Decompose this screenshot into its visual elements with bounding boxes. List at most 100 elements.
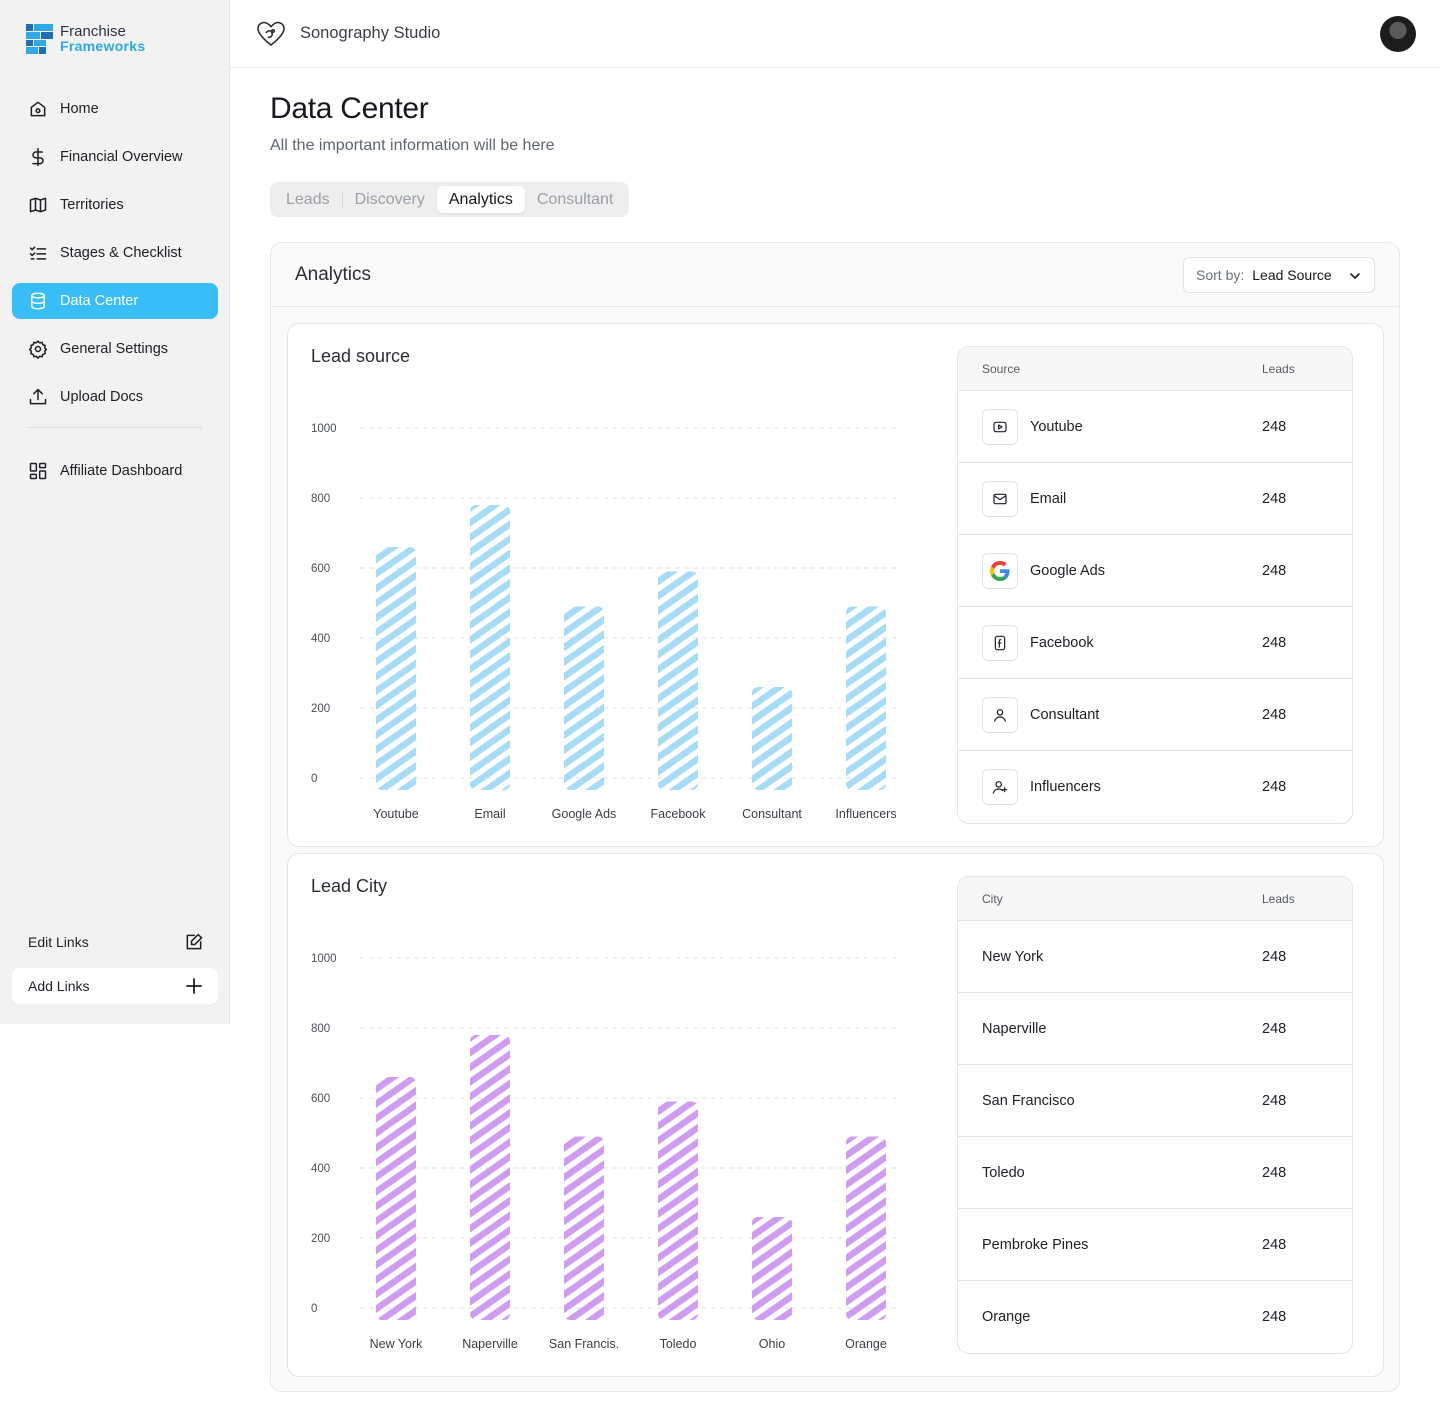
dashboard-grid-icon <box>29 462 47 480</box>
source-name: Email <box>1030 490 1067 507</box>
map-icon <box>29 197 47 213</box>
sidebar-item-general-settings[interactable]: General Settings <box>12 331 218 367</box>
sidebar-item-territories[interactable]: Territories <box>12 187 218 223</box>
lead-source-chart: 0 200 400 600 800 1000 Youtube Email Google Ads F… <box>311 423 897 821</box>
user-icon <box>982 697 1018 733</box>
heart-logo-icon <box>257 21 285 46</box>
y-tick-label: 1000 <box>311 423 337 435</box>
table-row[interactable]: Facebook 248 <box>958 607 1352 679</box>
table-row[interactable]: Influencers 248 <box>958 751 1352 823</box>
sort-by-dropdown[interactable]: Sort by: Lead Source <box>1183 257 1375 293</box>
city-name: Toledo <box>982 1164 1025 1181</box>
sidebar-item-upload-docs[interactable]: Upload Docs <box>12 379 218 415</box>
y-tick-label: 600 <box>311 1093 330 1105</box>
lead-city-chart: 0 200 400 600 800 1000 New York Naperville San F… <box>311 953 896 1351</box>
tab-leads[interactable]: Leads <box>286 191 330 208</box>
page-title: Data Center <box>270 92 429 125</box>
source-name: Influencers <box>1030 779 1101 795</box>
tab-discovery[interactable]: Discovery <box>354 191 425 208</box>
bar <box>658 571 698 790</box>
user-plus-icon <box>982 769 1018 805</box>
lead-source-table: Source Leads Youtube 248 Email 248 <box>957 346 1353 824</box>
y-tick-label: 0 <box>311 773 317 785</box>
brand-line2: Frameworks <box>60 38 146 54</box>
sidebar: Franchise Frameworks Home Financial Over… <box>0 0 230 1024</box>
edit-links-button[interactable]: Edit Links <box>12 924 218 960</box>
chevron-down-icon <box>1350 273 1360 279</box>
bar <box>376 1077 416 1320</box>
table-row[interactable]: Youtube 248 <box>958 391 1352 463</box>
source-leads: 248 <box>1262 490 1287 507</box>
table-row[interactable]: Email 248 <box>958 463 1352 535</box>
database-icon <box>31 292 45 310</box>
x-tick-label: Youtube <box>373 807 418 821</box>
analytics-panel: Analytics Sort by: Lead Source Lead sour… <box>270 242 1400 1392</box>
sidebar-nav: Home Financial Overview Territories Stag… <box>12 91 218 501</box>
x-tick-label: Orange <box>845 1337 887 1351</box>
tab-analytics[interactable]: Analytics <box>436 186 525 213</box>
x-tick-label: Naperville <box>462 1337 518 1351</box>
add-links-label: Add Links <box>28 978 90 994</box>
table-row[interactable]: Toledo 248 <box>958 1137 1352 1209</box>
city-leads: 248 <box>1262 1309 1287 1325</box>
lead-source-title: Lead source <box>311 346 411 366</box>
sidebar-item-stages-checklist[interactable]: Stages & Checklist <box>12 235 218 271</box>
bar <box>846 1136 886 1320</box>
city-name: San Francisco <box>982 1092 1075 1109</box>
sidebar-item-data-center[interactable]: Data Center <box>12 283 218 319</box>
column-header-leads: Leads <box>1262 361 1295 376</box>
sidebar-item-label: Financial Overview <box>60 149 183 165</box>
city-leads: 248 <box>1262 1020 1287 1037</box>
checklist-icon <box>29 246 47 260</box>
lead-source-card: Lead source 0 200 400 600 800 1000 Youtube Emai… <box>287 323 1384 847</box>
bar <box>658 1101 698 1320</box>
city-name: Orange <box>982 1309 1031 1325</box>
edit-links-label: Edit Links <box>28 934 89 950</box>
brand-logo[interactable]: Franchise Frameworks <box>26 24 145 54</box>
city-name: New York <box>982 948 1044 965</box>
lead-city-title: Lead City <box>311 876 388 896</box>
sidebar-item-home[interactable]: Home <box>12 91 218 127</box>
plus-icon <box>186 978 202 994</box>
bar <box>752 1217 792 1320</box>
y-tick-label: 400 <box>311 1163 330 1175</box>
source-leads: 248 <box>1262 418 1287 435</box>
sidebar-item-label: Home <box>60 101 99 117</box>
source-name: Facebook <box>1030 634 1094 651</box>
source-leads: 248 <box>1262 779 1287 795</box>
column-header-leads: Leads <box>1262 891 1295 906</box>
tab-consultant[interactable]: Consultant <box>536 191 614 208</box>
table-row[interactable]: Google Ads 248 <box>958 535 1352 607</box>
table-row[interactable]: Pembroke Pines 248 <box>958 1209 1352 1281</box>
table-row[interactable]: Consultant 248 <box>958 679 1352 751</box>
city-leads: 248 <box>1262 948 1287 965</box>
sidebar-item-label: Upload Docs <box>60 389 144 405</box>
analytics-panel-title: Analytics <box>295 263 372 285</box>
source-leads: 248 <box>1262 562 1287 579</box>
analytics-panel-header: Analytics Sort by: Lead Source <box>271 243 1399 307</box>
avatar[interactable] <box>1380 16 1416 52</box>
x-tick-label: Google Ads <box>552 807 617 821</box>
table-row[interactable]: San Francisco 248 <box>958 1065 1352 1137</box>
sidebar-item-financial-overview[interactable]: Financial Overview <box>12 139 218 175</box>
source-name: Youtube <box>1030 418 1083 435</box>
y-tick-label: 800 <box>311 1023 330 1035</box>
y-tick-label: 0 <box>311 1303 317 1315</box>
x-tick-label: Influencers <box>835 807 896 821</box>
home-icon <box>30 101 46 117</box>
table-row[interactable]: Orange 248 <box>958 1281 1352 1353</box>
table-header: City Leads <box>958 877 1352 921</box>
sidebar-item-affiliate-dashboard[interactable]: Affiliate Dashboard <box>12 453 218 489</box>
table-row[interactable]: New York 248 <box>958 921 1352 993</box>
x-tick-label: Ohio <box>759 1337 785 1351</box>
table-row[interactable]: Naperville 248 <box>958 993 1352 1065</box>
facebook-icon <box>982 625 1018 661</box>
dollar-icon <box>32 147 44 167</box>
studio-name: Sonography Studio <box>300 24 441 42</box>
gear-icon <box>28 340 48 359</box>
sidebar-item-label: Stages & Checklist <box>60 245 182 261</box>
add-links-button[interactable]: Add Links <box>12 968 218 1004</box>
lead-city-table: City Leads New York 248 Naperville 248 S… <box>957 876 1353 1354</box>
y-tick-label: 1000 <box>311 953 337 965</box>
column-header-source: Source <box>982 361 1021 376</box>
